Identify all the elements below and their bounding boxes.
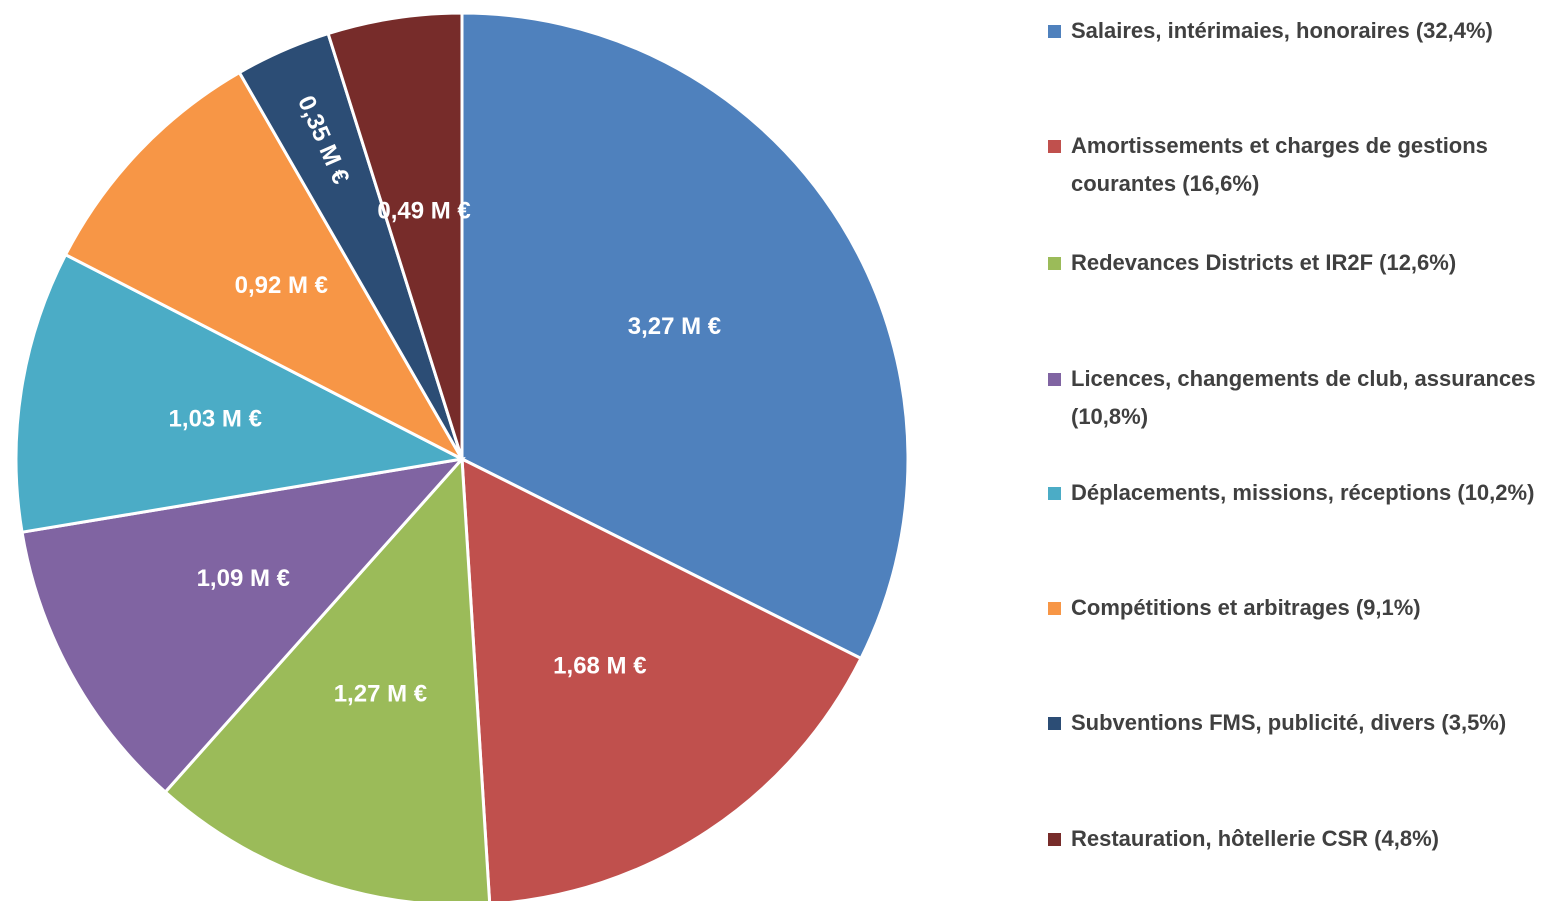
pie-slice [326,11,464,460]
legend-item: Déplacements, missions, réceptions (10,2… [1048,474,1548,512]
legend-label: Redevances Districts et IR2F (12,6%) [1071,250,1457,275]
legend-swatch [1048,717,1061,730]
legend-item: Compétitions et arbitrages (9,1%) [1048,589,1548,627]
chart: 3,27 M € 1,68 M € 1,27 M € 1,09 M € 1,03 M €… [14,11,910,901]
data-label: 3,27 M € [628,313,721,340]
data-label: 1,27 M € [334,680,427,707]
legend-swatch [1048,140,1061,153]
pie-slice [163,455,492,901]
pie-slice [63,70,466,463]
legend-label: Salaires, intérimaies, honoraires (32,4%… [1071,18,1493,43]
pie-slice [460,456,863,901]
data-label: 1,09 M € [197,565,290,592]
legend-swatch [1048,602,1061,615]
data-label: 1,68 M € [553,653,646,680]
data-label: 0,49 M € [377,197,470,224]
legend-item: Amortissements et charges de gestions co… [1048,127,1548,203]
legend-label: Subventions FMS, publicité, divers (3,5%… [1071,710,1507,735]
legend-label: Amortissements et charges de gestions co… [1071,133,1488,196]
legend-item: Redevances Districts et IR2F (12,6%) [1048,244,1548,282]
pie-slice [20,456,466,795]
legend-item: Restauration, hôtellerie CSR (4,8%) [1048,820,1548,858]
data-label: 1,03 M € [169,406,262,433]
legend-label: Déplacements, missions, réceptions (10,2… [1071,480,1535,505]
legend-swatch [1048,833,1061,846]
legend-swatch [1048,25,1061,38]
legend-swatch [1048,257,1061,270]
legend-item: Subventions FMS, publicité, divers (3,5%… [1048,704,1548,742]
pie-slice [14,252,467,534]
legend-label: Restauration, hôtellerie CSR (4,8%) [1071,826,1439,851]
legend-swatch [1048,487,1061,500]
legend-swatch [1048,373,1061,386]
legend-item: Salaires, intérimaies, honoraires (32,4%… [1048,12,1548,50]
data-label: 0,92 M € [235,272,328,299]
legend-label: Compétitions et arbitrages (9,1%) [1071,595,1421,620]
legend-label: Licences, changements de club, assurance… [1071,366,1536,429]
legend-item: Licences, changements de club, assurance… [1048,360,1548,436]
pie-slice [460,11,910,661]
